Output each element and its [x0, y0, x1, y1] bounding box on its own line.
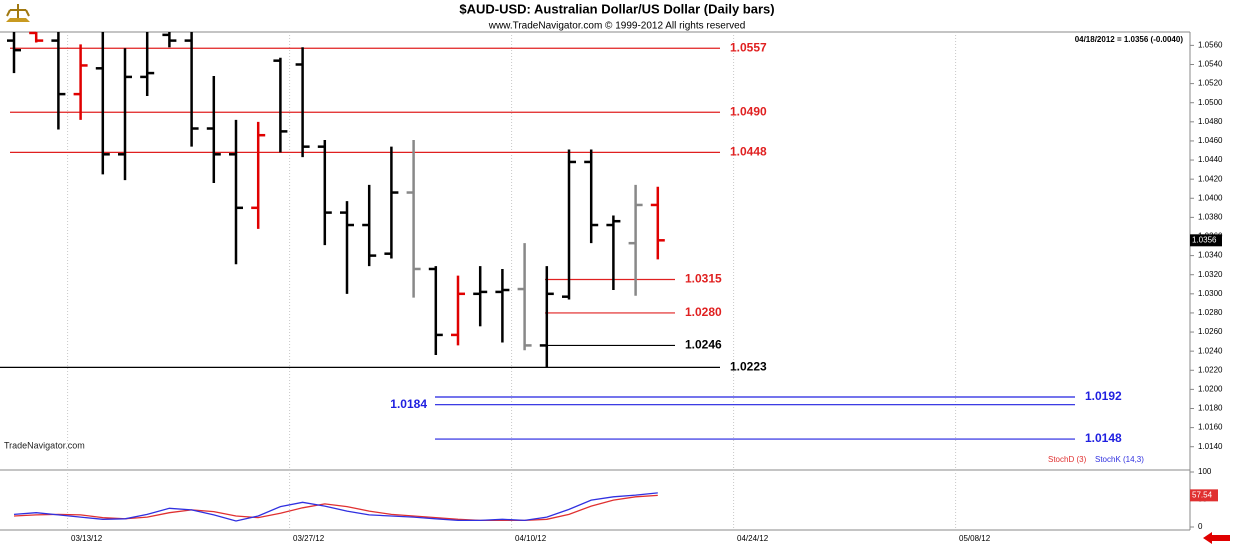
level-label: 1.0192 [1085, 389, 1122, 403]
y-tick-label: 1.0480 [1198, 117, 1223, 126]
indicator-line [13, 492, 658, 522]
legend-entry: StochD (3) [1048, 455, 1087, 464]
level-label: 1.0448 [730, 145, 767, 159]
x-tick-label: 04/24/12 [737, 534, 769, 543]
legend-entry: StochK (14,3) [1095, 455, 1144, 464]
y-tick-label: 1.0280 [1198, 308, 1223, 317]
indicator-value-box [1190, 489, 1218, 502]
level-label: 1.0557 [730, 40, 767, 54]
y-tick-label: 1.0160 [1198, 423, 1223, 432]
chart-title: $AUD-USD: Australian Dollar/US Dollar (D… [459, 1, 774, 16]
y-tick-label: 1.0240 [1198, 346, 1223, 355]
y-tick-label: 1.0320 [1198, 270, 1223, 279]
level-label: 1.0490 [730, 104, 767, 118]
last-price-box [1190, 234, 1222, 247]
x-tick-label: 03/13/12 [71, 534, 103, 543]
y-tick-label: 1.0400 [1198, 193, 1223, 202]
y-tick-label: 1.0460 [1198, 136, 1223, 145]
level-label: 1.0315 [685, 272, 722, 286]
y-tick-label: 0 [1198, 522, 1203, 531]
level-label: 1.0184 [390, 397, 427, 411]
watermark: TradeNavigator.com [4, 440, 85, 450]
y-tick-label: 1.0560 [1198, 40, 1223, 49]
y-tick-label: 100 [1198, 467, 1212, 476]
y-tick-label: 1.0260 [1198, 327, 1223, 336]
x-tick-label: 04/10/12 [515, 534, 547, 543]
level-label: 1.0148 [1085, 431, 1122, 445]
indicator-value: 57.54 [1192, 490, 1213, 499]
scroll-arrow[interactable] [1203, 532, 1230, 544]
y-tick-label: 1.0500 [1198, 98, 1223, 107]
chart-subtitle: www.TradeNavigator.com © 1999-2012 All r… [488, 21, 746, 32]
level-label: 1.0246 [685, 338, 722, 352]
y-tick-label: 1.0380 [1198, 212, 1223, 221]
level-label: 1.0280 [685, 305, 722, 319]
logo [6, 4, 30, 22]
y-tick-label: 1.0520 [1198, 79, 1223, 88]
level-label: 1.0223 [730, 360, 767, 374]
y-tick-label: 1.0220 [1198, 365, 1223, 374]
y-tick-label: 1.0540 [1198, 60, 1223, 69]
y-tick-label: 1.0420 [1198, 174, 1223, 183]
y-tick-label: 1.0200 [1198, 384, 1223, 393]
price-info: 04/18/2012 = 1.0356 (-0.0040) [1075, 35, 1184, 44]
y-tick-label: 1.0180 [1198, 404, 1223, 413]
last-price: 1.0356 [1192, 235, 1217, 244]
y-tick-label: 1.0440 [1198, 155, 1223, 164]
x-tick-label: 03/27/12 [293, 534, 325, 543]
y-tick-label: 1.0340 [1198, 251, 1223, 260]
x-tick-label: 05/08/12 [959, 534, 991, 543]
y-tick-label: 1.0140 [1198, 442, 1223, 451]
y-tick-label: 1.0300 [1198, 289, 1223, 298]
